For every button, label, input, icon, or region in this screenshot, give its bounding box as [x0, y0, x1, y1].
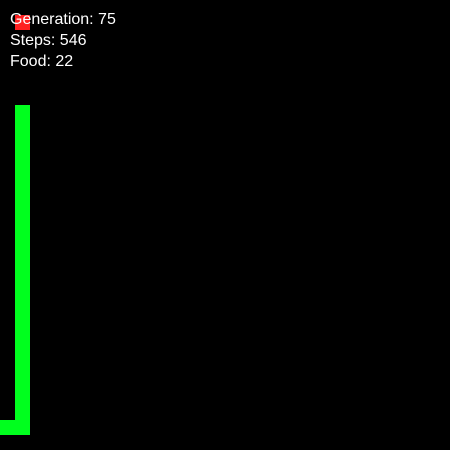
- generation-counter: Generation: 75: [10, 11, 116, 28]
- hud-stats: Generation: 75 Steps: 546 Food: 22: [10, 9, 116, 72]
- snake-body-segment: [15, 105, 30, 435]
- food-counter: Food: 22: [10, 53, 74, 70]
- food-item: [15, 15, 30, 30]
- snake-tail-segment: [0, 420, 15, 435]
- steps-counter: Steps: 546: [10, 32, 87, 49]
